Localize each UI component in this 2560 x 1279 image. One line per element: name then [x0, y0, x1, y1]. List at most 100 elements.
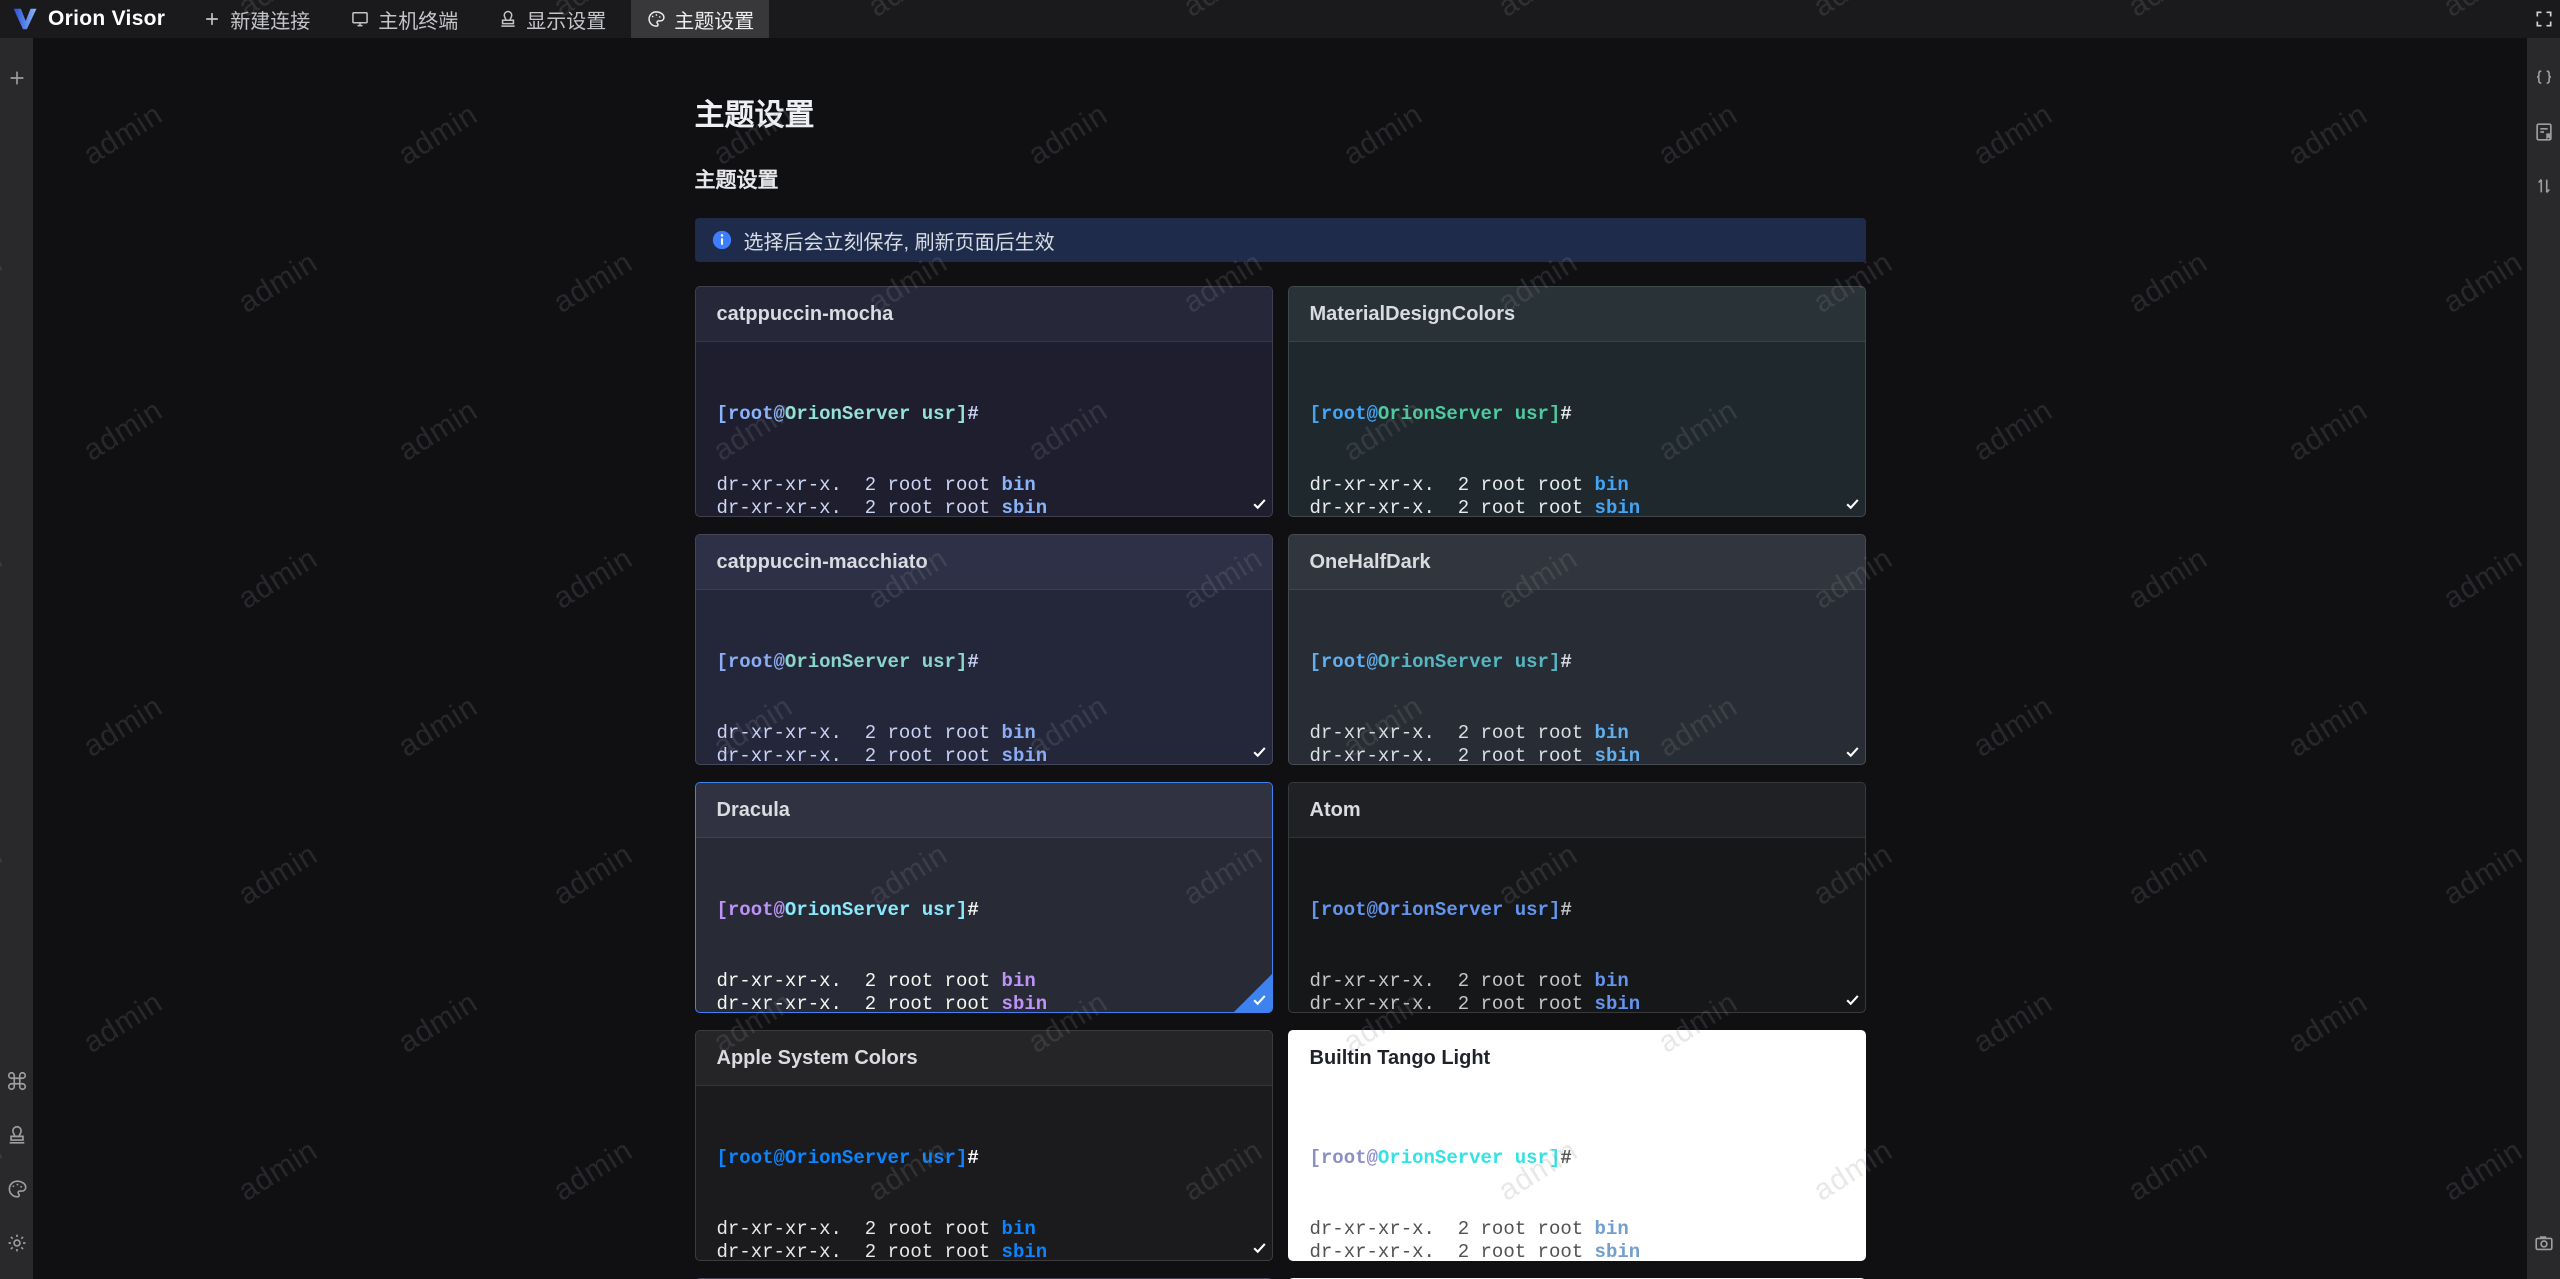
terminal-prompt: [root@OrionServer usr]#: [1309, 1147, 1572, 1169]
theme-card[interactable]: MaterialDesignColors [root@OrionServer u…: [1287, 286, 1866, 517]
top-tabs: 新建连接 主机终端 显示设置 主题设置: [187, 0, 770, 38]
doc-bookmark-icon: [2535, 123, 2552, 141]
command-shortcut-button[interactable]: [5, 1069, 29, 1093]
terminal-line: dr-xr-xr-x. 2 root root bin: [716, 473, 1036, 496]
theme-card-header: Builtin Tango Light: [1288, 1031, 1865, 1086]
terminal-output: dr-xr-xr-x. 2 root root bin dr-xr-xr-x. 2…: [1309, 721, 1844, 765]
palette-icon: [648, 11, 665, 27]
palette-icon: [8, 1180, 27, 1198]
camera-icon: [2534, 1236, 2553, 1251]
left-sidebar: [0, 38, 33, 1279]
theme-card-header: Atom: [1288, 783, 1865, 838]
braces-icon: [2536, 70, 2551, 84]
info-icon: [712, 230, 731, 250]
monitor-icon: [352, 12, 369, 27]
theme-settings-rail-button[interactable]: [5, 1177, 29, 1201]
terminal-output: dr-xr-xr-x. 2 root root bin dr-xr-xr-x. 2…: [716, 1217, 1251, 1261]
terminal-output: dr-xr-xr-x. 2 root root bin dr-xr-xr-x. 2…: [716, 722, 1251, 765]
selected-check-corner: [1232, 973, 1272, 1012]
terminal-output: dr-xr-xr-x. 2 root root bin dr-xr-xr-x. 2…: [716, 473, 1251, 517]
check-icon: [1845, 499, 1859, 510]
theme-name: MaterialDesignColors: [1309, 302, 1516, 325]
terminal-line: dr-xr-xr-x. 2 root root sbin: [1309, 993, 1641, 1013]
terminal-prompt: [root@OrionServer usr]#: [716, 651, 979, 673]
terminal-preview: [root@OrionServer usr]# dr-xr-xr-x. 2 ro…: [1289, 590, 1865, 765]
theme-name: OneHalfDark: [1309, 550, 1431, 573]
tab-host-terminal[interactable]: 主机终端: [335, 0, 473, 38]
theme-card-header: OneHalfDark: [1288, 535, 1865, 590]
fullscreen-button[interactable]: [2527, 0, 2560, 38]
terminal-line: dr-xr-xr-x. 2 root root sbin: [1309, 497, 1641, 517]
orion-visor-logo: [13, 8, 37, 30]
command-icon: [7, 1071, 26, 1091]
check-icon: [1252, 499, 1266, 510]
settings-rail-button[interactable]: [5, 1231, 29, 1255]
terminal-preview: [root@OrionServer usr]# dr-xr-xr-x. 2 ro…: [1289, 342, 1865, 517]
plus-icon: [206, 13, 219, 25]
terminal-preview: [root@OrionServer usr]# dr-xr-xr-x. 2 ro…: [696, 1086, 1272, 1261]
plus-icon: [10, 71, 23, 85]
terminal-line: dr-xr-xr-x. 2 root root sbin: [1309, 1241, 1641, 1261]
terminal-prompt: [root@OrionServer usr]#: [1309, 403, 1572, 425]
theme-card[interactable]: Apple System Colors [root@OrionServer us…: [694, 1030, 1273, 1261]
fullscreen-icon: [2536, 11, 2551, 27]
tab-label: 主题设置: [674, 10, 755, 33]
terminal-output: dr-xr-xr-x. 2 root root bin dr-xr-xr-x. 2…: [716, 970, 1251, 1013]
terminal-prompt: [root@OrionServer usr]#: [716, 899, 979, 921]
terminal-line: dr-xr-xr-x. 2 root root sbin: [1309, 745, 1641, 765]
terminal-preview: [root@OrionServer usr]# dr-xr-xr-x. 2 ro…: [1289, 838, 1865, 1013]
terminal-line: dr-xr-xr-x. 2 root root sbin: [716, 745, 1048, 765]
theme-card[interactable]: Atom [root@OrionServer usr]# dr-xr-xr-x.…: [1287, 782, 1866, 1013]
sort-arrows-icon: [2537, 179, 2550, 193]
tab-label: 主机终端: [378, 10, 459, 33]
main-content: 主题设置 主题设置 选择后会立刻保存, 刷新页面后生效 catppuccin-m…: [33, 38, 2527, 1279]
check-icon: [1845, 995, 1859, 1006]
theme-name: Dracula: [716, 798, 790, 821]
theme-grid: catppuccin-mocha [root@OrionServer usr]#…: [694, 286, 1866, 1279]
stamp-icon: [501, 10, 515, 27]
tab-new-connection[interactable]: 新建连接: [187, 0, 325, 38]
check-icon: [1845, 747, 1859, 758]
gear-icon: [8, 1234, 25, 1252]
theme-name: Builtin Tango Light: [1309, 1046, 1491, 1069]
theme-name: Apple System Colors: [716, 1046, 918, 1069]
stamp-icon: [9, 1125, 24, 1144]
terminal-line: dr-xr-xr-x. 2 root root bin: [1309, 473, 1629, 496]
terminal-line: dr-xr-xr-x. 2 root root bin: [1309, 721, 1629, 744]
screenshot-button[interactable]: [2532, 1231, 2556, 1255]
check-icon: [1252, 1243, 1266, 1254]
variables-button[interactable]: [2532, 66, 2556, 90]
theme-name: catppuccin-macchiato: [716, 550, 928, 573]
theme-card-header: Apple System Colors: [695, 1031, 1272, 1086]
terminal-line: dr-xr-xr-x. 2 root root bin: [716, 1217, 1036, 1240]
theme-card[interactable]: OneHalfDark [root@OrionServer usr]# dr-x…: [1287, 534, 1866, 765]
terminal-line: dr-xr-xr-x. 2 root root bin: [1309, 969, 1629, 992]
tab-display-settings[interactable]: 显示设置: [483, 0, 621, 38]
theme-name: Atom: [1309, 798, 1361, 821]
terminal-prompt: [root@OrionServer usr]#: [716, 403, 979, 425]
theme-card-header: catppuccin-macchiato: [695, 535, 1272, 590]
terminal-output: dr-xr-xr-x. 2 root root bin dr-xr-xr-x. 2…: [1309, 1217, 1844, 1261]
theme-card[interactable]: catppuccin-mocha [root@OrionServer usr]#…: [694, 286, 1273, 517]
terminal-preview: [root@OrionServer usr]# dr-xr-xr-x. 2 ro…: [1289, 1086, 1865, 1261]
terminal-line: dr-xr-xr-x. 2 root root sbin: [716, 497, 1048, 517]
tab-theme-settings[interactable]: 主题设置: [631, 0, 770, 38]
terminal-preview: [root@OrionServer usr]# dr-xr-xr-x. 2 ro…: [696, 838, 1272, 1013]
theme-card[interactable]: Builtin Tango Light [root@OrionServer us…: [1287, 1030, 1866, 1261]
terminal-preview: [root@OrionServer usr]# dr-xr-xr-x. 2 ro…: [696, 342, 1272, 517]
terminal-line: dr-xr-xr-x. 2 root root sbin: [716, 1241, 1048, 1261]
transfer-button[interactable]: [2532, 174, 2556, 198]
theme-name: catppuccin-mocha: [716, 302, 894, 325]
theme-card[interactable]: Dracula [root@OrionServer usr]# dr-xr-xr…: [694, 782, 1273, 1013]
terminal-line: dr-xr-xr-x. 2 root root sbin: [716, 993, 1048, 1013]
page-title: 主题设置: [694, 99, 815, 132]
terminal-line: dr-xr-xr-x. 2 root root bin: [1309, 1217, 1629, 1240]
brand: Orion Visor: [0, 7, 165, 31]
top-bar: Orion Visor 新建连接 主机终端 显示设置 主题设置: [0, 0, 2560, 38]
snippets-button[interactable]: [2532, 120, 2556, 144]
info-alert: 选择后会立刻保存, 刷新页面后生效: [694, 218, 1866, 262]
new-connection-rail-button[interactable]: [5, 66, 29, 90]
theme-card[interactable]: catppuccin-macchiato [root@OrionServer u…: [694, 534, 1273, 765]
display-settings-rail-button[interactable]: [5, 1123, 29, 1147]
tab-label: 显示设置: [526, 10, 607, 33]
